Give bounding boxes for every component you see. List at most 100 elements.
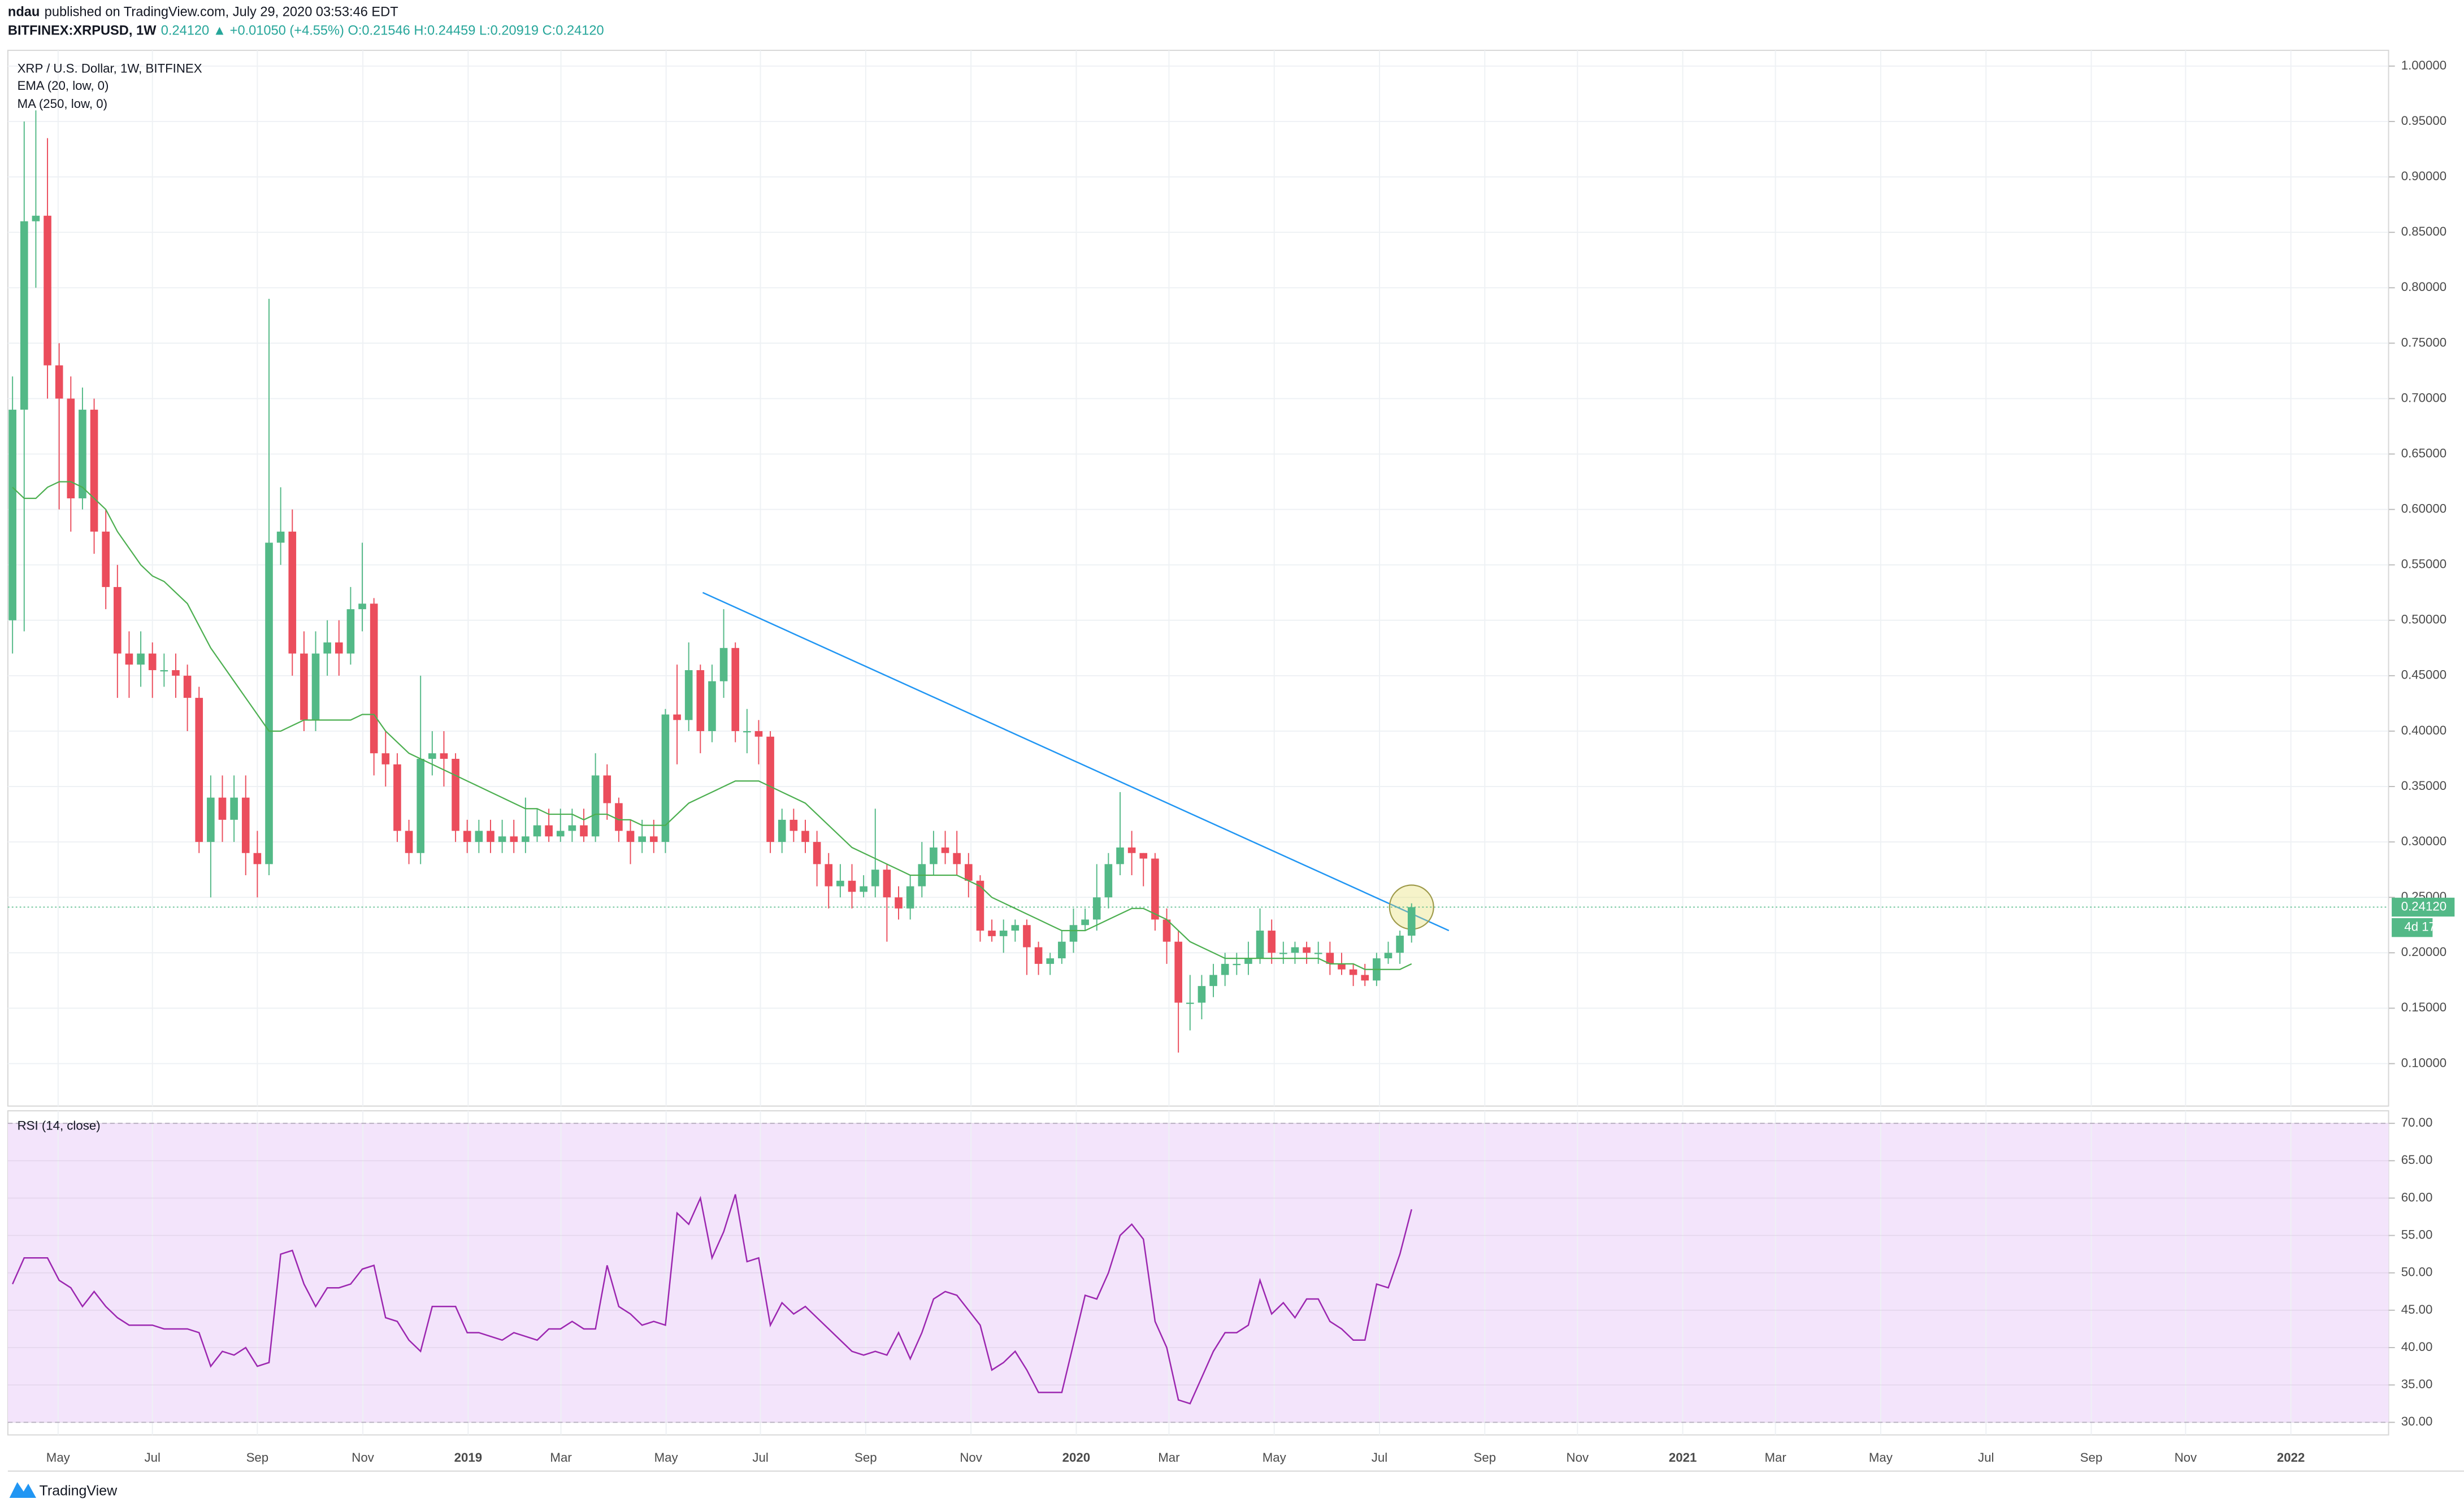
candle-body [102,531,110,587]
candle-body [813,842,821,864]
candle-body [510,836,518,842]
x-tick-label: Mar [1158,1450,1180,1465]
candle-body [696,670,705,731]
rsi-tick-label: 55.00 [2401,1227,2433,1241]
candle-body [1092,897,1101,920]
candle-body [1349,969,1357,975]
candle-body [311,653,320,720]
candle-body [417,758,425,853]
candle-body [276,531,285,543]
candle-body [32,215,40,221]
candle-body [1046,958,1055,964]
rsi-tick-label: 65.00 [2401,1153,2433,1167]
candle-body [393,764,401,831]
symbol: BITFINEX:XRPUSD, 1W [8,24,157,38]
publish-line: ndau published on TradingView.com, July 2… [8,5,398,20]
candle-body [148,653,157,671]
chart-title: XRP / U.S. Dollar, 1W, BITFINEX [18,61,202,75]
candle-body [114,586,122,654]
candle-body [1116,847,1124,864]
candle-body [1326,953,1334,964]
quote: 0.24120 ▲ +0.01050 (+4.55%) O:0.21546 H:… [161,24,604,38]
candle-body [1279,953,1287,954]
y-tick-label: 0.90000 [2401,169,2446,183]
candle-body [137,653,145,665]
x-tick-label: Jul [752,1450,768,1465]
rsi-tick-label: 35.00 [2401,1377,2433,1391]
candle-body [719,648,728,681]
candle-body [452,758,459,831]
candle-body [346,609,355,654]
candle-body [871,870,879,887]
x-tick-label: 2020 [1062,1450,1090,1465]
candle-body [1338,963,1346,970]
candle-body [172,670,180,676]
candle-body [1256,931,1264,959]
candle-body [615,803,623,831]
candle-body [568,825,576,831]
candle-body [1069,925,1078,942]
last-price-box [2392,897,2455,917]
rsi-tick-label: 45.00 [2401,1302,2433,1317]
countdown-label: 4d 17h [2404,920,2443,934]
candle-body [183,675,192,698]
candle-body [778,819,786,842]
candle-body [218,797,227,820]
candle-body [1209,975,1217,987]
candle-body [556,831,565,837]
candle-body [241,797,250,853]
candle-body [288,531,297,654]
candle-body [335,642,343,654]
candle-body [953,853,961,864]
candle-body [825,864,833,887]
candle-body [1314,953,1322,954]
candle-body [1186,1002,1194,1004]
labels: May Jul Sep Nov 2019 Mar May Jul Sep Nov 2020 Mar Ma… [18,58,2455,1465]
candle-body [941,847,949,853]
candle-body [207,797,215,842]
logo-icon [9,1482,36,1498]
candle-body [754,731,763,737]
x-tick-label: Nov [960,1450,982,1465]
candle-body [1407,907,1416,936]
y-tick-label: 0.50000 [2401,612,2446,627]
candle-body [1023,925,1031,948]
candle-body [1233,963,1241,966]
candle-body [580,825,588,837]
candle-body [860,886,867,892]
candle-body [906,886,914,909]
candle-body [381,753,390,764]
x-tick-label: 2021 [1669,1450,1697,1465]
candle-body [265,542,273,864]
y-tick-label: 0.75000 [2401,335,2446,349]
rsi-line [12,1194,1412,1405]
candle-body [475,831,483,842]
candle-body [370,603,378,754]
y-tick-label: 0.55000 [2401,557,2446,571]
x-tick-label: Mar [550,1450,572,1465]
rsi-band [7,1123,2389,1423]
y-tick-label: 0.30000 [2401,834,2446,848]
marks [8,110,1416,1405]
candle-body [673,714,681,720]
candle-body [1244,958,1252,964]
candle-body [125,653,133,665]
candle-body [848,880,856,892]
brand: TradingView [40,1483,118,1498]
footer: TradingView [9,1482,118,1498]
x-tick-label: Mar [1764,1450,1786,1465]
candle-body [649,836,658,842]
x-tick-label: Nov [352,1450,374,1465]
candle-body [1291,947,1299,953]
rsi-title: RSI (14, close) [18,1119,101,1133]
x-tick-label: Jul [144,1450,160,1465]
candle-body [895,897,903,909]
candle-body [661,714,670,842]
x-tick-label: Sep [246,1450,269,1465]
candle-body [1162,919,1171,942]
candle-body [545,825,553,837]
candle-body [883,870,891,898]
candle-body [591,775,600,837]
